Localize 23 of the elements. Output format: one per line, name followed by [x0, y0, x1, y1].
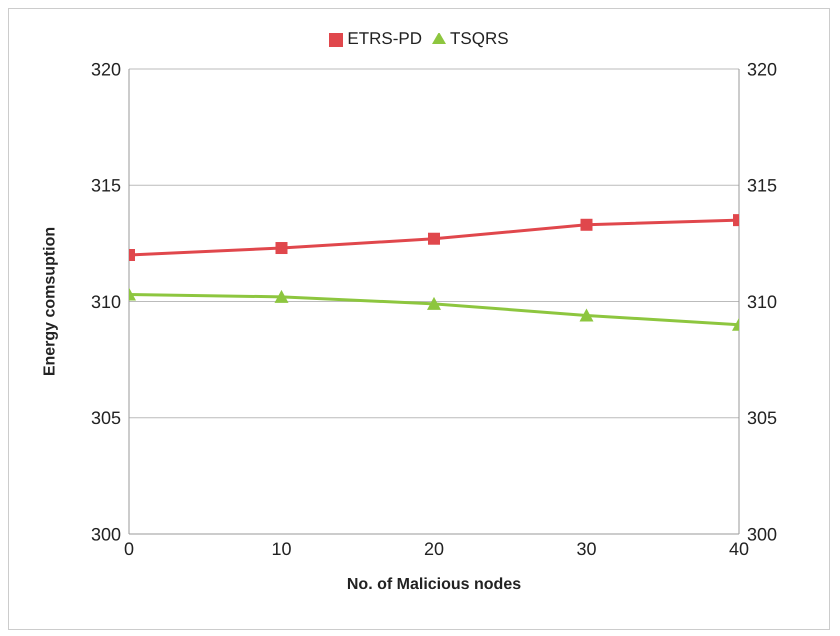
- y-tick-label: 315: [90, 176, 121, 196]
- y2-tick-label: 300: [747, 524, 778, 544]
- x-tick-label: 0: [124, 538, 134, 559]
- x-tick-label: 40: [728, 538, 750, 559]
- x-axis-title: No. of Malicious nodes: [346, 576, 522, 593]
- point: [428, 232, 440, 245]
- legend-label: TSQRS: [450, 29, 509, 48]
- y-tick-label: 320: [90, 59, 121, 80]
- y-tick-label: 300: [90, 524, 121, 544]
- x-tick-label: 10: [271, 538, 292, 559]
- y2-tick-label: 305: [747, 408, 778, 428]
- y2-tick-label: 320: [747, 59, 778, 80]
- point: [580, 308, 594, 322]
- point: [580, 218, 592, 231]
- y2-tick-label: 310: [747, 292, 778, 312]
- y-tick-label: 310: [90, 292, 121, 312]
- y2-tick-label: 315: [747, 176, 778, 196]
- y-tick-label: 305: [90, 408, 121, 428]
- y-axis-title: Energy comsuption: [42, 226, 59, 376]
- point: [427, 296, 441, 310]
- x-tick-label: 30: [576, 538, 597, 559]
- x-tick-label: 20: [424, 538, 444, 559]
- legend-label: ETRS-PD: [347, 29, 422, 48]
